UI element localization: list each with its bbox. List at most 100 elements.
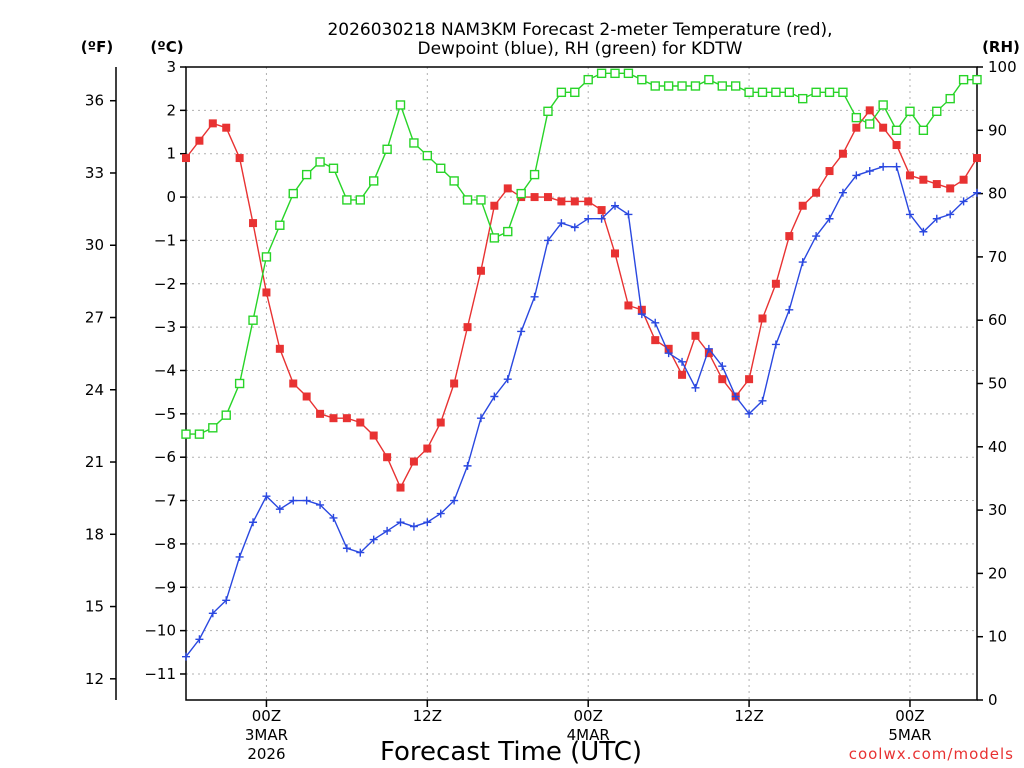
dewpoint-point <box>946 210 955 219</box>
temperature-point <box>879 123 888 132</box>
rh-point <box>422 150 433 161</box>
dewpoint-point <box>329 513 338 522</box>
celsius-tick-label: −4 <box>154 361 176 379</box>
rh-tick-label: 60 <box>988 311 1007 329</box>
fahrenheit-tick-label: 24 <box>85 381 104 399</box>
temperature-point <box>812 188 821 197</box>
rh-point <box>529 169 540 180</box>
dewpoint-point <box>624 210 633 219</box>
tick-labels: 3210−1−2−3−4−5−6−7−8−9−10−11363330272421… <box>85 58 1017 763</box>
rh-point <box>342 195 352 205</box>
dewpoint-point <box>825 214 834 223</box>
dewpoint-series <box>182 162 981 661</box>
axes <box>110 66 983 707</box>
temperature-point <box>383 453 392 462</box>
rh-point <box>328 163 339 173</box>
dewpoint-point <box>235 552 244 561</box>
x-tick-year-label: 2026 <box>247 745 285 763</box>
x-tick-label: 00Z <box>895 707 924 725</box>
dewpoint-point <box>919 227 928 236</box>
temperature-point <box>624 301 633 310</box>
temperature-point <box>718 375 727 384</box>
temperature-point <box>771 279 780 288</box>
rh-point <box>355 195 365 205</box>
dewpoint-point <box>302 496 311 505</box>
x-tick-label: 12Z <box>413 707 442 725</box>
temperature-point <box>436 418 445 427</box>
x-tick-label: 12Z <box>734 707 763 725</box>
rh-point <box>234 378 245 389</box>
fahrenheit-tick-label: 18 <box>85 525 104 543</box>
temperature-point <box>409 457 418 466</box>
dewpoint-point <box>973 188 981 197</box>
temperature-point <box>664 344 673 353</box>
rh-point <box>476 195 486 205</box>
rh-point <box>972 74 982 85</box>
celsius-tick-label: −7 <box>154 492 176 510</box>
temperature-point <box>329 414 338 423</box>
x-tick-label: 00Z <box>252 707 281 725</box>
rh-point <box>704 74 714 85</box>
celsius-tick-label: −3 <box>154 318 176 336</box>
temperature-point <box>798 201 807 210</box>
rh-tick-label: 100 <box>988 58 1017 76</box>
rh-point <box>838 87 848 98</box>
dewpoint-point <box>289 496 298 505</box>
dewpoint-point <box>959 197 968 206</box>
dewpoint-point <box>812 232 821 241</box>
dewpoint-point <box>879 162 888 171</box>
celsius-tick-label: 3 <box>166 58 176 76</box>
temperature-point <box>704 349 713 358</box>
temperature-point <box>919 175 928 184</box>
rh-point <box>181 429 191 439</box>
celsius-unit-label: (ºC) <box>150 38 183 56</box>
temperature-point <box>235 154 244 163</box>
dewpoint-point <box>637 310 646 319</box>
rh-point <box>730 81 741 91</box>
rh-point <box>824 87 835 98</box>
dewpoint-point <box>342 544 351 553</box>
dewpoint-point <box>356 548 365 557</box>
chart-title-line-1: 2026030218 NAM3KM Forecast 2-meter Tempe… <box>327 20 832 40</box>
temperature-point <box>678 370 687 379</box>
rh-point <box>905 106 915 117</box>
dewpoint-point <box>490 392 499 401</box>
temperature-point <box>691 331 700 340</box>
rh-point <box>436 163 446 173</box>
rh-tick-label: 90 <box>988 121 1007 139</box>
dewpoint-point <box>476 414 485 423</box>
rh-point <box>918 125 929 136</box>
dewpoint-line <box>185 165 978 658</box>
dewpoint-point <box>262 492 271 501</box>
temperature-point <box>356 418 365 427</box>
rh-point <box>288 188 298 199</box>
temperature-point <box>557 197 566 206</box>
celsius-tick-label: −5 <box>154 405 176 423</box>
temperature-point <box>275 344 284 353</box>
x-tick-label: 00Z <box>574 707 603 725</box>
rh-point <box>503 226 513 237</box>
celsius-tick-label: −8 <box>154 535 176 553</box>
dewpoint-point <box>611 201 620 210</box>
dewpoint-point <box>771 340 780 349</box>
temperature-point <box>182 154 190 163</box>
rh-point <box>449 176 459 186</box>
dewpoint-point <box>718 362 727 371</box>
temperature-point <box>302 392 311 401</box>
rh-tick-label: 0 <box>988 691 998 709</box>
temperature-point <box>450 379 459 388</box>
rh-point <box>489 233 500 243</box>
rh-unit-label: (RH) <box>982 38 1020 56</box>
temperature-point <box>865 106 874 115</box>
temperature-point <box>490 201 499 210</box>
temperature-point <box>342 414 351 423</box>
rh-tick-label: 50 <box>988 375 1007 393</box>
temperature-point <box>570 197 579 206</box>
temperature-point <box>396 483 405 492</box>
rh-tick-label: 70 <box>988 248 1007 266</box>
dewpoint-point <box>678 357 687 366</box>
rh-point <box>851 112 862 123</box>
rh-point <box>610 68 620 79</box>
x-axis-title: Forecast Time (UTC) <box>380 737 642 767</box>
